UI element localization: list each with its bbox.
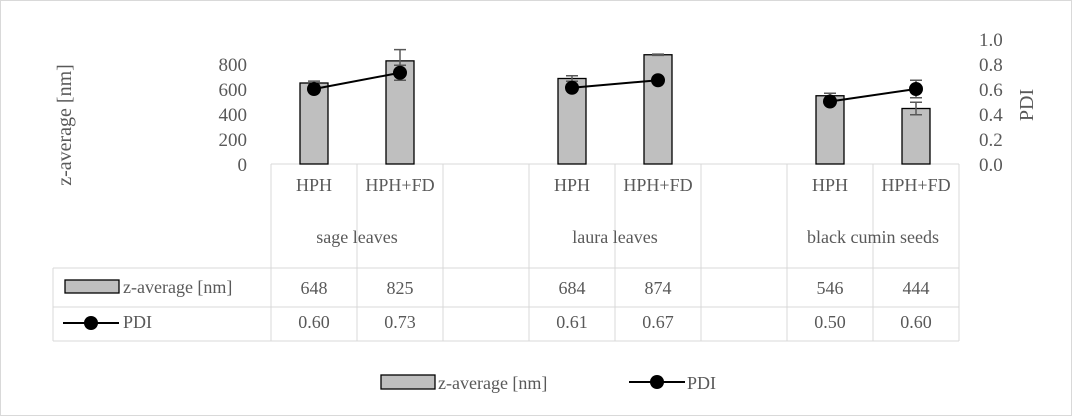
table-cell-z-average: 874 xyxy=(645,278,672,298)
table-cell-pdi: 0.60 xyxy=(298,312,330,332)
bar xyxy=(643,54,673,165)
y2-tick-label: 0.2 xyxy=(979,130,1003,151)
y-tick-label: 400 xyxy=(219,105,248,126)
y-tick-label: 0 xyxy=(238,155,248,176)
legend-label-z-average: z-average [nm] xyxy=(438,373,547,393)
table-cell-pdi: 0.73 xyxy=(384,312,416,332)
axis-ticks: 0 200 400 600 800 0.0 0.2 0.4 0.6 0.8 1.0 xyxy=(219,30,1004,176)
legend: z-average [nm] PDI xyxy=(380,373,716,393)
pdi-line-segment xyxy=(571,79,659,89)
table-cell-pdi: 0.50 xyxy=(814,312,846,332)
bar xyxy=(299,82,329,165)
y-tick-label: 800 xyxy=(219,55,248,76)
y-tick-label: 600 xyxy=(219,80,248,101)
table-cell-pdi: 0.61 xyxy=(556,312,588,332)
y-tick-label: 200 xyxy=(219,130,248,151)
y2-tick-label: 0.6 xyxy=(979,80,1003,101)
pdi-line-segment xyxy=(313,71,401,90)
y2-tick-label: 1.0 xyxy=(979,30,1003,51)
row-header-z-average: z-average [nm] xyxy=(123,277,232,297)
y2-tick-label: 0.0 xyxy=(979,155,1003,176)
pdi-line-segment xyxy=(829,88,917,103)
group-label: sage leaves xyxy=(316,227,397,247)
table-cell-pdi: 0.67 xyxy=(642,312,674,332)
pdi-point xyxy=(393,65,407,80)
pdi-point xyxy=(823,94,837,109)
table-cell-z-average: 684 xyxy=(559,278,586,298)
category-label: HPH+FD xyxy=(623,175,692,195)
bars xyxy=(299,48,931,165)
group-label: laura leaves xyxy=(572,227,657,247)
bar xyxy=(385,60,415,165)
pdi-point xyxy=(565,80,579,95)
data-table: HPH HPH+FD HPH HPH+FD HPH HPH+FD sage leaves la… xyxy=(63,175,951,332)
category-label: HPH+FD xyxy=(365,175,434,195)
row-header-pdi: PDI xyxy=(123,312,152,332)
legend-swatch-bar xyxy=(380,374,436,390)
pdi-point xyxy=(909,82,923,96)
y-axis-title: z-average [nm] xyxy=(54,64,76,186)
bar xyxy=(901,107,931,165)
category-label: HPH xyxy=(296,175,332,195)
pdi-line xyxy=(307,64,923,109)
row-key-swatch-bar xyxy=(64,279,120,294)
table-cell-z-average: 825 xyxy=(387,278,414,298)
legend-label-pdi: PDI xyxy=(687,373,716,393)
table-cell-z-average: 648 xyxy=(301,278,328,298)
table-cell-z-average: 546 xyxy=(817,278,844,298)
category-label: HPH xyxy=(554,175,590,195)
pdi-point xyxy=(651,73,665,88)
row-key-swatch-marker xyxy=(84,316,98,330)
legend-swatch-marker xyxy=(650,375,664,389)
category-label: HPH xyxy=(812,175,848,195)
y2-tick-label: 0.4 xyxy=(979,105,1003,126)
table-cell-z-average: 444 xyxy=(903,278,930,298)
y2-tick-label: 0.8 xyxy=(979,55,1003,76)
table-cell-pdi: 0.60 xyxy=(900,312,932,332)
y2-axis-title: PDI xyxy=(1016,89,1038,121)
category-label: HPH+FD xyxy=(881,175,950,195)
pdi-point xyxy=(307,82,321,96)
group-label: black cumin seeds xyxy=(807,227,939,247)
